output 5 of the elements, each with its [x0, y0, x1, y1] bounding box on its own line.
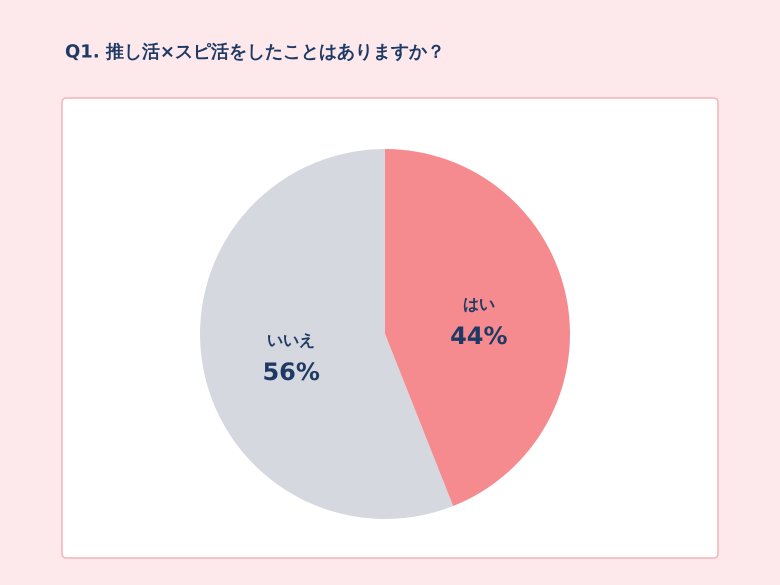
data-label: 56% [262, 358, 320, 386]
chart-title: Q1. 推し活×スピ活をしたことはありますか？ [65, 42, 446, 62]
data-label: 44% [450, 322, 508, 350]
slice-label: いいえ [267, 330, 316, 350]
slice-label: はい [462, 294, 495, 314]
